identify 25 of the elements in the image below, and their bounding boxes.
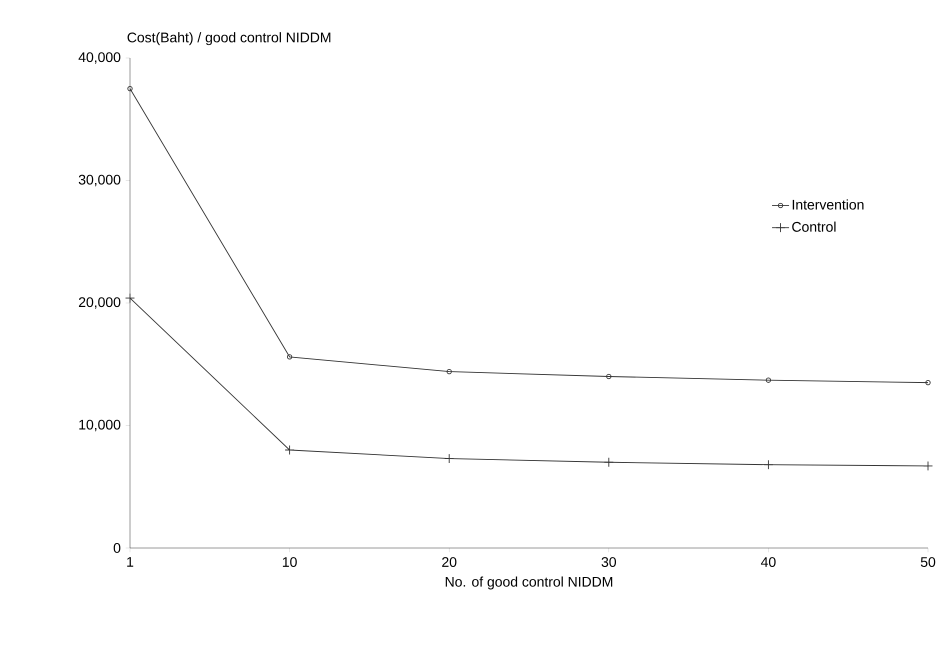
x-tick-label: 1 bbox=[127, 557, 134, 567]
point bbox=[604, 457, 614, 468]
y-tick-label: 0 bbox=[114, 543, 120, 553]
point bbox=[284, 445, 295, 455]
y-tick-label: 30,000 bbox=[78, 174, 120, 186]
x-tick-label: 30 bbox=[602, 557, 616, 567]
point bbox=[923, 460, 933, 471]
x-tick-label: 20 bbox=[442, 557, 456, 567]
legend-label: Control bbox=[792, 222, 836, 232]
point bbox=[125, 293, 135, 304]
point bbox=[763, 460, 774, 470]
point bbox=[766, 378, 772, 383]
y-axis-title: Cost(Baht) / good control NIDDM bbox=[128, 32, 330, 46]
x-tick-label: 40 bbox=[760, 557, 776, 567]
x-tick-label: 50 bbox=[920, 557, 936, 567]
y-tick-label: 10,000 bbox=[79, 420, 120, 432]
x-axis-title: No. of good control NIDDM bbox=[446, 576, 612, 590]
y-tick-label: 40,000 bbox=[78, 52, 120, 64]
point bbox=[606, 374, 612, 380]
point bbox=[286, 354, 292, 360]
legend-label: Intervention bbox=[792, 199, 864, 210]
x-tick-label: 10 bbox=[282, 557, 297, 567]
point bbox=[446, 368, 452, 374]
y-tick-label: 20,000 bbox=[78, 297, 120, 309]
point bbox=[444, 454, 454, 464]
